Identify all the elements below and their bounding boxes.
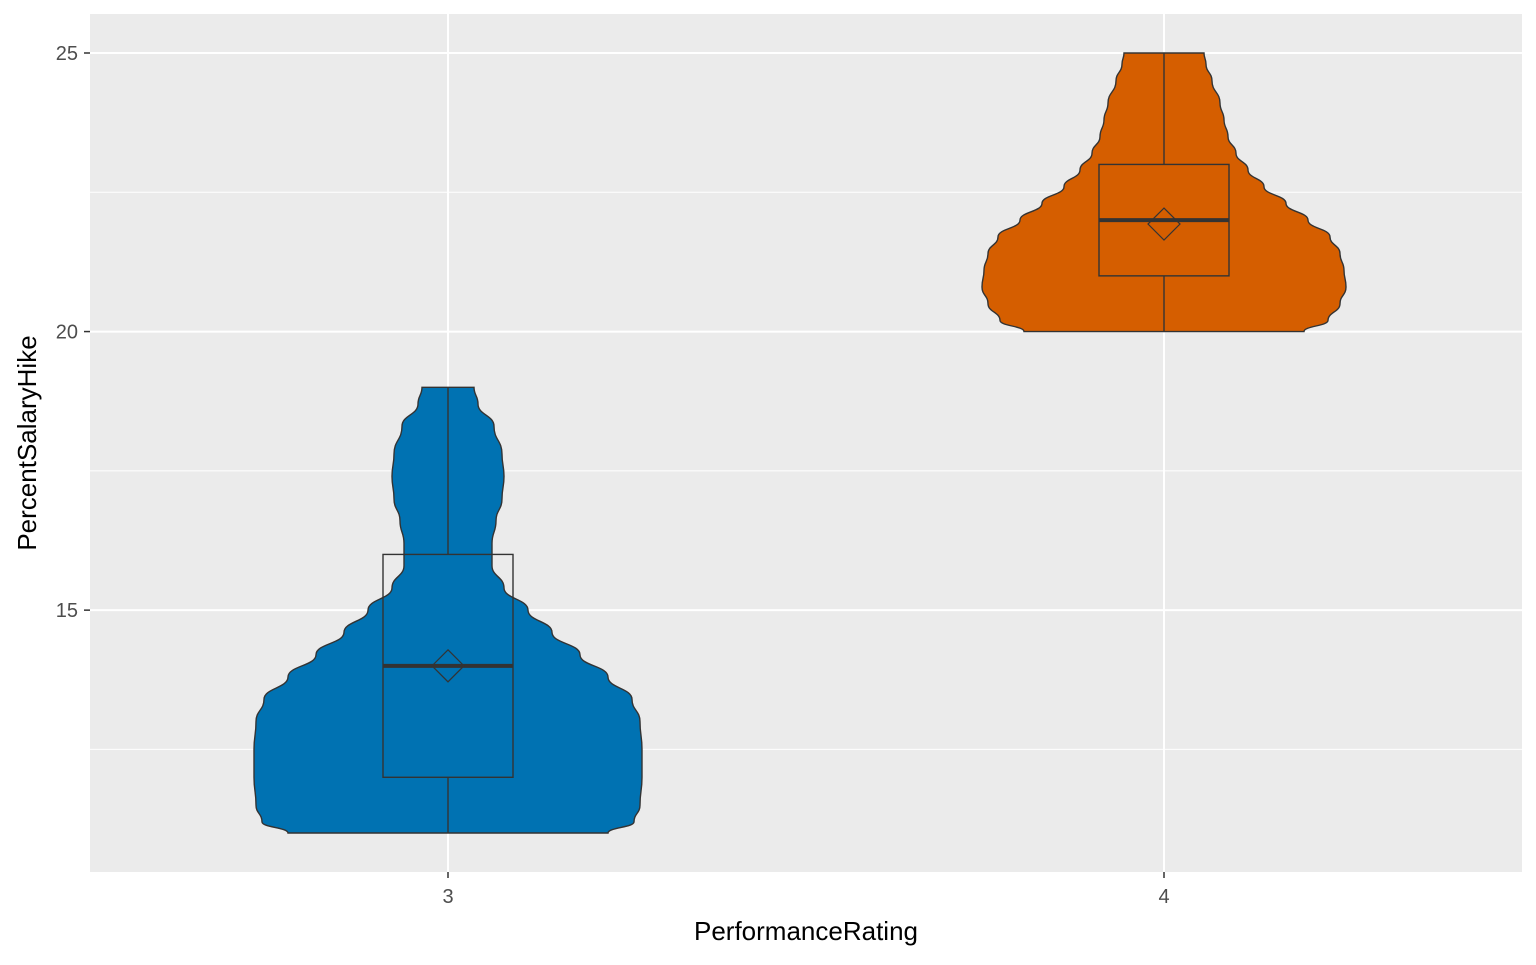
violins (253, 52, 1347, 834)
boxplot-3 (382, 387, 514, 833)
x-axis-title: PerformanceRating (694, 916, 918, 946)
violin-4 (981, 52, 1347, 333)
y-axis: 15 20 25 (56, 43, 90, 622)
mean-marker (1147, 207, 1181, 241)
y-tick-label: 20 (56, 322, 78, 344)
y-tick-label: 15 (56, 600, 78, 622)
x-tick-label: 3 (442, 886, 453, 908)
y-axis-title: PercentSalaryHike (12, 335, 42, 550)
violin-3 (253, 386, 643, 834)
x-tick-label: 4 (1158, 886, 1169, 908)
mean-marker (431, 649, 465, 683)
y-tick-label: 25 (56, 43, 78, 65)
boxplot-4 (1098, 53, 1230, 332)
boxplots (382, 53, 1230, 833)
